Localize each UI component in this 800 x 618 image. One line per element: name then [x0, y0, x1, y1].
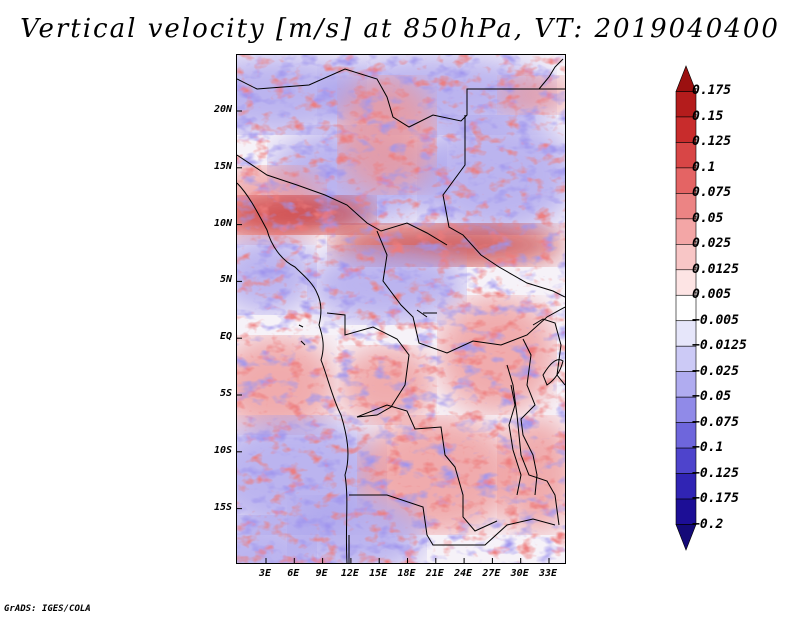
drc-south-border: [356, 404, 498, 532]
longitude-label: 3E: [258, 568, 272, 579]
sudan-border: [442, 115, 565, 298]
sahel-border: [237, 68, 565, 128]
island-marks: [298, 324, 306, 346]
country-boundaries: [237, 58, 565, 563]
nigeria-border: [237, 154, 448, 246]
congo-border: [326, 312, 410, 418]
atlantic-coastline: [237, 182, 349, 563]
longitude-label: 24E: [454, 568, 473, 579]
colorbar-label: −0.1: [692, 440, 724, 456]
latitude-label: 5S: [219, 388, 232, 399]
latitude-label: 10N: [213, 217, 232, 229]
kenya-border: [532, 318, 565, 386]
lake-tanganyika: [508, 384, 522, 496]
colorbar-label: −0.0125: [692, 338, 747, 354]
colorbar-label: −0.175: [692, 491, 739, 507]
colorbar: [675, 65, 697, 551]
latitude-label: 15N: [213, 160, 232, 172]
car-border: [376, 230, 565, 354]
colorbar-label: 0.025: [692, 236, 732, 252]
colorbar-label: 0.125: [692, 134, 732, 150]
longitude-label: 30E: [510, 568, 529, 579]
colorbar-label: 0.075: [692, 185, 732, 201]
colorbar-label: −0.025: [692, 363, 739, 379]
colorbar-label: −0.125: [692, 465, 739, 481]
colorbar-label: −0.05: [692, 389, 732, 405]
longitude-label: 18E: [397, 568, 416, 579]
longitude-label: 27E: [482, 568, 501, 579]
longitude-label: 6E: [287, 568, 300, 579]
longitude-label: 9E: [315, 568, 328, 579]
map-panel: [236, 54, 566, 564]
longitude-label: 33E: [538, 568, 558, 579]
longitude-label: 21E: [425, 568, 444, 579]
colorbar-label: 0.1: [692, 159, 716, 175]
vertical-velocity-field: [237, 55, 565, 563]
colorbar-label: 0.05: [692, 210, 724, 226]
colorbar-swatch: [675, 524, 697, 551]
latitude-label: EQ: [219, 331, 232, 343]
east-africa-border: [506, 364, 560, 526]
latitude-label: 5N: [219, 274, 232, 286]
plot-title: Vertical velocity [m/s] at 850hPa, VT: 2…: [20, 14, 780, 44]
axis-ticks: [237, 110, 550, 563]
colorbar-label: −0.075: [692, 414, 739, 430]
angola-zambia-border: [349, 494, 556, 546]
colorbar-label: 0.0125: [692, 261, 739, 277]
colorbar-label: 0.005: [692, 287, 732, 303]
longitude-label: 15E: [369, 568, 388, 579]
latitude-label: 20N: [213, 104, 232, 115]
colorbar-label: −0.2: [692, 516, 724, 532]
great-lakes-border: [520, 338, 538, 496]
river-marks: [416, 309, 437, 318]
latitude-label: 15S: [213, 501, 232, 513]
red-sea-coast: [538, 58, 564, 90]
field-texture: [237, 55, 565, 563]
longitude-label: 12E: [340, 568, 359, 579]
grads-credit: GrADS: IGES/COLA: [4, 604, 91, 614]
latitude-label: 10S: [213, 444, 232, 456]
colorbar-label: −0.005: [692, 312, 739, 328]
colorbar-label: 0.175: [692, 83, 732, 99]
lake-victoria: [542, 359, 564, 386]
colorbar-label: 0.15: [692, 108, 724, 124]
